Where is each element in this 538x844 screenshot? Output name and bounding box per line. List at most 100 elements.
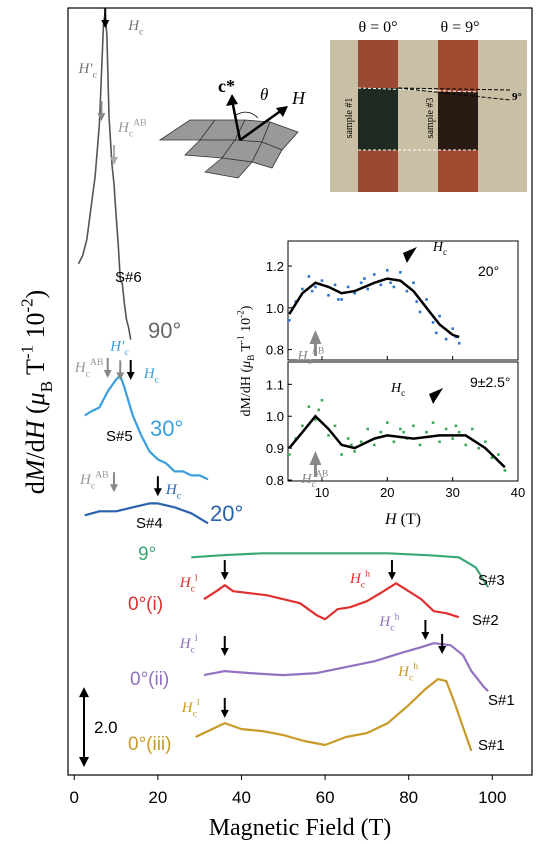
text-part: H (390, 381, 402, 396)
data-point (353, 291, 356, 295)
annotation-label: Hcl (181, 697, 200, 719)
text-part: d (21, 481, 50, 494)
arrowhead (116, 372, 125, 381)
text-part: c (191, 644, 196, 655)
series-label: 9° (138, 544, 156, 565)
field-label: H (291, 88, 306, 108)
text-part: l (197, 697, 200, 708)
data-point (301, 287, 304, 291)
sample-label: sample #1 (344, 98, 355, 139)
text-part: c (155, 374, 160, 385)
annotation-label: HcAB (74, 357, 104, 379)
data-line (203, 642, 489, 692)
data-point (431, 321, 435, 324)
y-tick-label: 0.8 (266, 343, 284, 358)
arrowhead (109, 484, 118, 493)
annotation-label: Hc (432, 240, 447, 257)
arrowhead (309, 330, 322, 344)
x-tick-label: 80 (399, 788, 418, 807)
inset-frame (287, 240, 519, 361)
angle-label: θ (260, 85, 268, 104)
data-point (340, 453, 343, 456)
series-label: 20° (210, 501, 243, 526)
y-tick-label: 1.0 (266, 409, 284, 424)
y-tick-label: 0.9 (266, 441, 284, 456)
sample-label: S#1 (478, 737, 505, 754)
text-part: c (124, 347, 129, 358)
data-point (470, 427, 474, 431)
text-part: H (165, 482, 178, 498)
sample-label: S#1 (488, 692, 515, 709)
photo-title: θ = 0° (358, 19, 397, 36)
data-point (366, 287, 370, 291)
text-part: H (79, 472, 92, 488)
annotation-label: HcAB (79, 469, 109, 491)
text-part: c (312, 479, 316, 489)
triangle-marker (402, 247, 417, 263)
photo (330, 40, 527, 192)
text-part: ( (21, 405, 50, 420)
data-point (359, 281, 363, 285)
data-point (477, 446, 481, 450)
text-part: c (193, 708, 198, 719)
text-part: h (413, 661, 418, 672)
data-point (317, 408, 321, 412)
data-point (490, 456, 494, 460)
data-line (77, 11, 132, 340)
data-line (84, 502, 209, 525)
text-part: AB (312, 346, 325, 356)
arrowhead (103, 369, 112, 378)
tilt-label: 9° (512, 91, 522, 103)
x-tick-label: 30 (445, 485, 459, 500)
text-part: H (179, 575, 192, 591)
text-part: AB (133, 117, 147, 128)
text-part: -1 (236, 335, 246, 343)
series-label: 0°(iii) (128, 734, 171, 755)
data-point (359, 440, 363, 444)
text-part: -1 (17, 345, 36, 359)
data-point (353, 450, 356, 453)
data-line (203, 582, 460, 621)
text-part: T (239, 342, 254, 354)
data-point (372, 273, 376, 276)
text-part: μ (21, 392, 50, 406)
data-point (415, 300, 419, 303)
arrowhead (438, 645, 447, 654)
text-part: /d (21, 439, 50, 459)
data-point (288, 453, 291, 456)
data-point (333, 283, 337, 287)
arrowhead (126, 371, 135, 380)
annotation-label: Hch (349, 568, 370, 590)
fit-line (288, 414, 506, 469)
text-part: c (401, 388, 405, 398)
x-tick-label: 10 (315, 485, 329, 500)
text-part: 10 (21, 313, 50, 346)
y-tick-label: 1.0 (266, 301, 284, 316)
data-point (457, 341, 461, 345)
text-part: AB (95, 469, 109, 480)
data-point (386, 421, 389, 424)
sample-label: S#2 (472, 612, 499, 629)
text-part: H (143, 366, 156, 382)
data-point (454, 424, 458, 428)
hexagon (251, 141, 283, 169)
annotation-label: HcAB (117, 117, 147, 139)
data-point (464, 443, 468, 447)
text-part: H (296, 349, 308, 364)
panel-label: 9±2.5° (470, 374, 511, 390)
data-point (379, 430, 383, 434)
text-part: H (21, 419, 50, 440)
annotation-label: Hc (390, 381, 405, 398)
data-point (451, 327, 454, 330)
sample-label: S#6 (115, 269, 142, 286)
text-part: c (361, 580, 366, 591)
data-line (191, 552, 490, 588)
data-point (444, 427, 448, 431)
text-part: -2 (236, 310, 246, 318)
data-point (418, 310, 422, 314)
angle-line (397, 87, 511, 101)
series-label: 0°(ii) (130, 669, 169, 690)
text-part: H′ (109, 338, 125, 354)
text-part: l (195, 633, 198, 644)
data-line (84, 374, 209, 481)
